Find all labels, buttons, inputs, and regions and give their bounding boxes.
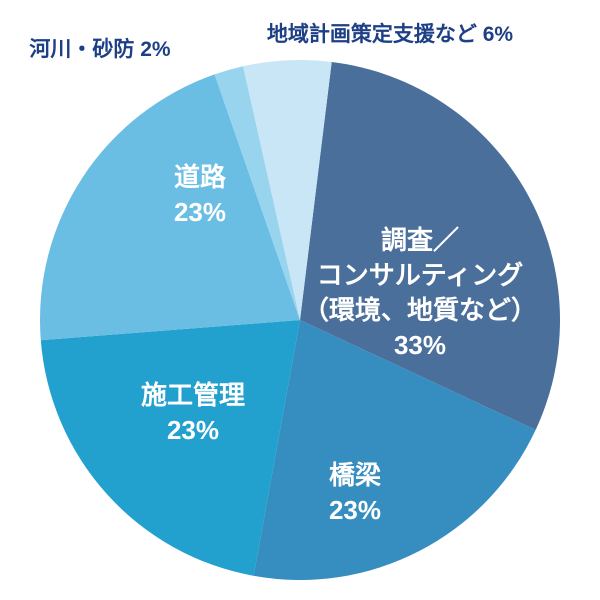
pie-chart-container: 調査／ コンサルティング （環境、地質など） 33%橋梁 23%施工管理 23%…: [0, 0, 600, 600]
pie-chart: [0, 0, 600, 600]
